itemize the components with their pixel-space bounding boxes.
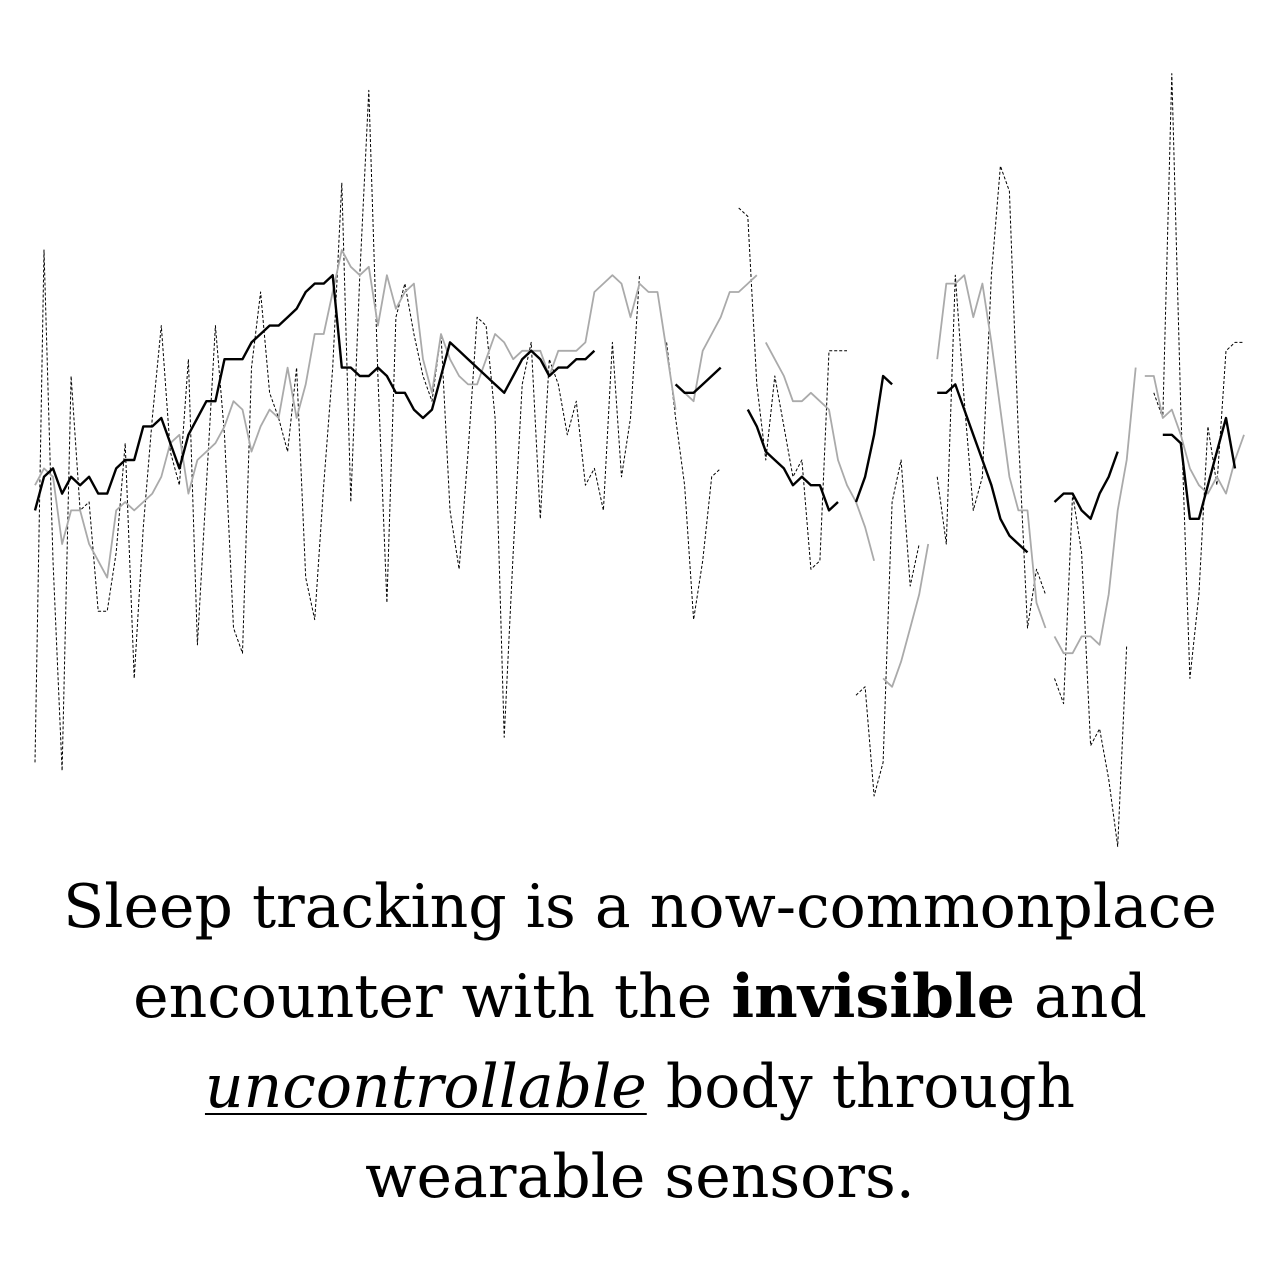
series-dashed-thin: [34, 73, 1244, 847]
sleep-signal-chart: [33, 73, 1245, 847]
caption-bold-word: invisible: [731, 962, 1015, 1032]
series-line-segment: [765, 341, 875, 562]
series-line-segment: [1053, 367, 1137, 655]
series-line-segment: [683, 274, 758, 403]
series-line-segment: [1054, 493, 1128, 847]
series-line-segment: [937, 383, 1029, 554]
series-line-segment: [854, 374, 893, 503]
series-line-segment: [936, 165, 1046, 629]
caption-text-2: body through wearable sensors.: [365, 1052, 1076, 1212]
series-line-segment: [34, 89, 640, 772]
series-line-segment: [674, 366, 722, 394]
series-line-segment: [738, 207, 847, 570]
series-layer: [33, 73, 1245, 847]
series-line-segment: [855, 459, 920, 797]
caption: Sleep tracking is a now-commonplace enco…: [60, 862, 1220, 1222]
series-line-segment: [666, 342, 722, 621]
series-line-segment: [1053, 451, 1119, 520]
series-line-segment: [936, 274, 1047, 629]
series-solid-thin: [34, 249, 1245, 688]
series-line-segment: [1162, 416, 1237, 520]
caption-text-mid: and: [1034, 962, 1147, 1032]
caption-text-1: Sleep tracking is a now-commonplace enco…: [63, 872, 1217, 1032]
series-line-segment: [746, 409, 839, 512]
series-line-segment: [33, 274, 596, 511]
series-line-segment: [34, 249, 677, 579]
series-line-segment: [882, 543, 930, 688]
series-solid-thick: [33, 274, 1237, 554]
series-line-segment: [1153, 73, 1244, 679]
caption-italic-word: uncontrollable: [204, 1052, 647, 1122]
series-line-segment: [1144, 375, 1245, 495]
